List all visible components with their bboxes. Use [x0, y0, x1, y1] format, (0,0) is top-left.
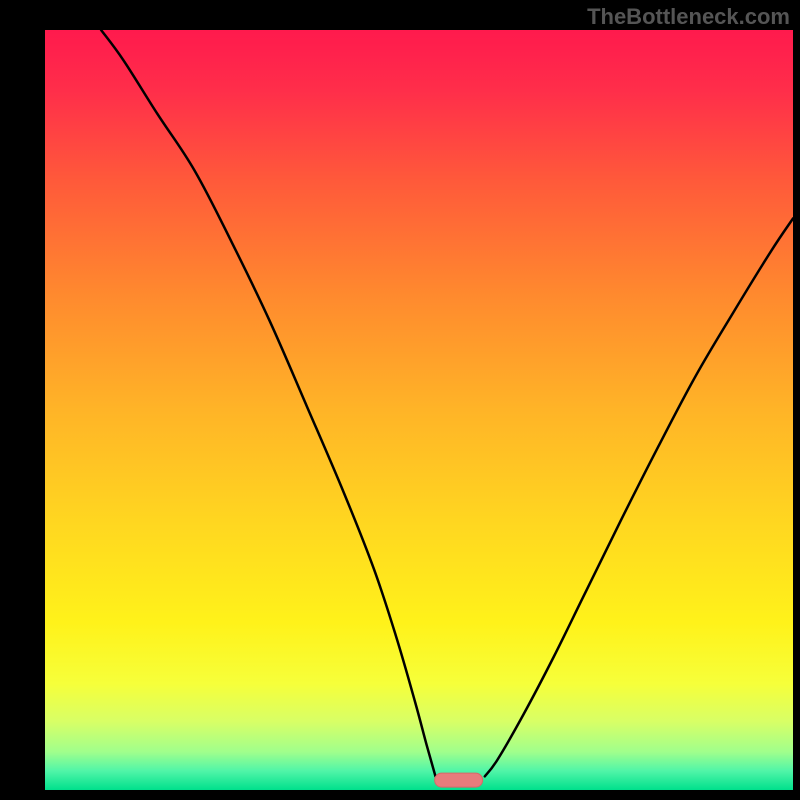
bottleneck-chart — [0, 0, 800, 800]
chart-container: TheBottleneck.com — [0, 0, 800, 800]
watermark-text: TheBottleneck.com — [587, 4, 790, 30]
gradient-background — [45, 30, 793, 790]
min-marker — [435, 773, 483, 787]
